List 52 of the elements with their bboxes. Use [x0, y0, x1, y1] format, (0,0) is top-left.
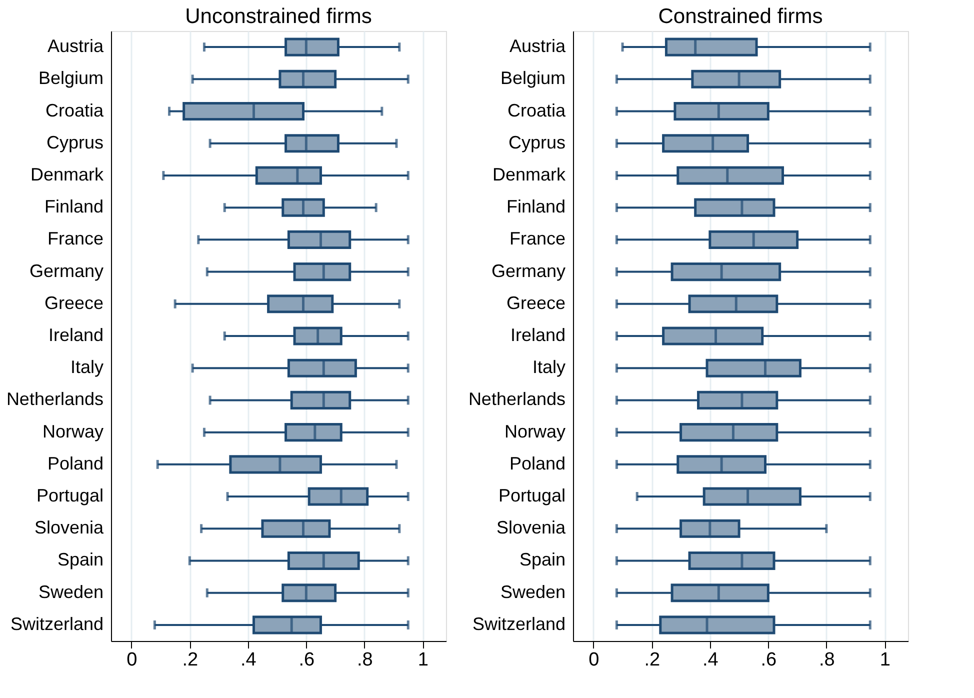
y-tick-label: Croatia [507, 100, 566, 120]
x-tick-label: .6 [298, 650, 315, 670]
y-tick-label: Portugal [498, 486, 566, 506]
y-tick-label: Sweden [38, 582, 104, 602]
y-tick-label: Poland [47, 453, 104, 474]
x-tick-label: .2 [644, 650, 660, 670]
y-tick-label: Belgium [38, 68, 104, 88]
y-tick-label: Italy [70, 357, 104, 378]
y-tick-label: Ireland [48, 325, 104, 345]
x-tick-label: 1 [418, 650, 428, 670]
x-tick-label: .4 [702, 650, 719, 670]
y-tick-label: Slovenia [496, 518, 566, 538]
y-tick-label: Spain [519, 550, 566, 570]
x-tick-label: .2 [182, 650, 198, 670]
y-tick-label: Sweden [500, 582, 566, 602]
y-tick-label: France [47, 228, 104, 249]
y-tick-label: Austria [509, 36, 566, 56]
y-tick-label: France [509, 228, 566, 249]
y-tick-label: Slovenia [34, 518, 104, 538]
y-tick-label: Norway [504, 421, 566, 442]
x-tick-label: .6 [760, 650, 777, 670]
y-tick-label: Denmark [492, 164, 566, 184]
y-tick-label: Norway [42, 421, 104, 442]
x-tick-label: .8 [357, 650, 373, 670]
y-tick-label: Denmark [30, 164, 104, 184]
y-tick-label: Netherlands [468, 389, 566, 410]
x-tick-label: 1 [880, 650, 890, 670]
y-tick-label: Greece [506, 292, 566, 313]
y-tick-label: Netherlands [6, 389, 104, 410]
y-tick-label: Finland [506, 196, 566, 217]
y-tick-label: Cyprus [46, 132, 104, 152]
y-tick-label: Switzerland [10, 614, 104, 634]
y-tick-label: Italy [532, 357, 566, 378]
x-tick-label: .8 [819, 650, 835, 670]
y-tick-label: Ireland [510, 325, 566, 345]
y-tick-label: Spain [57, 550, 104, 570]
y-tick-label: Germany [491, 260, 566, 281]
chart-title: Constrained firms [658, 5, 823, 28]
y-tick-label: Germany [29, 260, 104, 281]
y-tick-label: Portugal [36, 486, 104, 506]
x-tick-label: .4 [240, 650, 257, 670]
y-tick-label: Croatia [45, 100, 104, 120]
y-tick-label: Belgium [500, 68, 566, 88]
y-tick-label: Finland [44, 196, 104, 217]
chart-title: Unconstrained firms [185, 5, 372, 28]
x-tick-label: 0 [588, 650, 600, 670]
y-tick-label: Switzerland [472, 614, 566, 634]
y-tick-label: Poland [509, 453, 566, 474]
y-tick-label: Cyprus [508, 132, 566, 152]
y-tick-label: Greece [44, 292, 104, 313]
y-tick-label: Austria [47, 36, 104, 56]
x-tick-label: 0 [126, 650, 138, 670]
